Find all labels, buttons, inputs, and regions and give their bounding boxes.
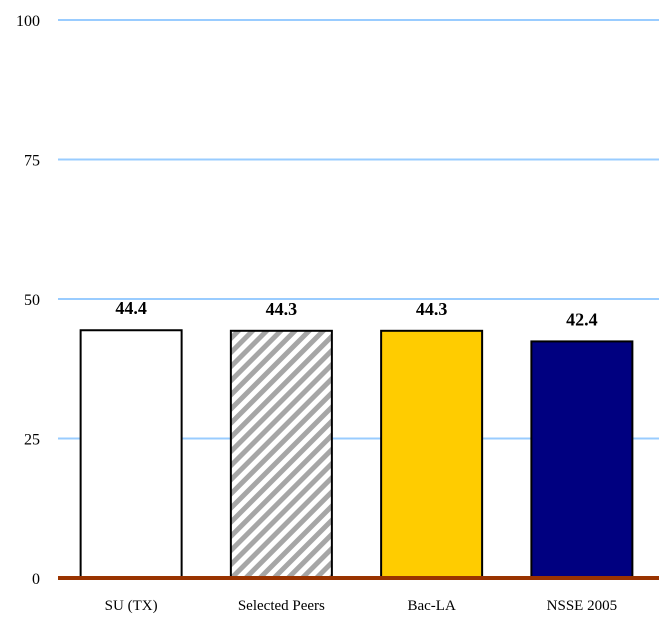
y-axis-ticks: 0 25 50 75 100: [16, 13, 40, 588]
data-label: 44.4: [115, 298, 147, 318]
data-label: 44.3: [266, 299, 298, 319]
category-label: SU (TX): [105, 598, 158, 614]
data-label: 44.3: [416, 299, 448, 319]
category-label: NSSE 2005: [547, 598, 617, 614]
data-labels: 44.4 44.3 44.3 42.4: [115, 298, 597, 329]
y-tick-label: 25: [24, 432, 40, 449]
bar: [380, 329, 484, 579]
bar: [530, 340, 634, 579]
y-tick-label: 100: [16, 13, 40, 30]
data-label: 42.4: [566, 309, 598, 329]
category-label: Bac-LA: [407, 598, 455, 614]
y-tick-label: 0: [32, 571, 40, 588]
bar: [229, 329, 333, 579]
category-label: Selected Peers: [238, 598, 325, 614]
x-axis-categories: SU (TX) Selected Peers Bac-LA NSSE 2005: [105, 598, 617, 614]
y-tick-label: 50: [24, 292, 40, 309]
bars: [79, 329, 634, 579]
bar: [79, 329, 183, 579]
y-tick-label: 75: [24, 153, 40, 170]
